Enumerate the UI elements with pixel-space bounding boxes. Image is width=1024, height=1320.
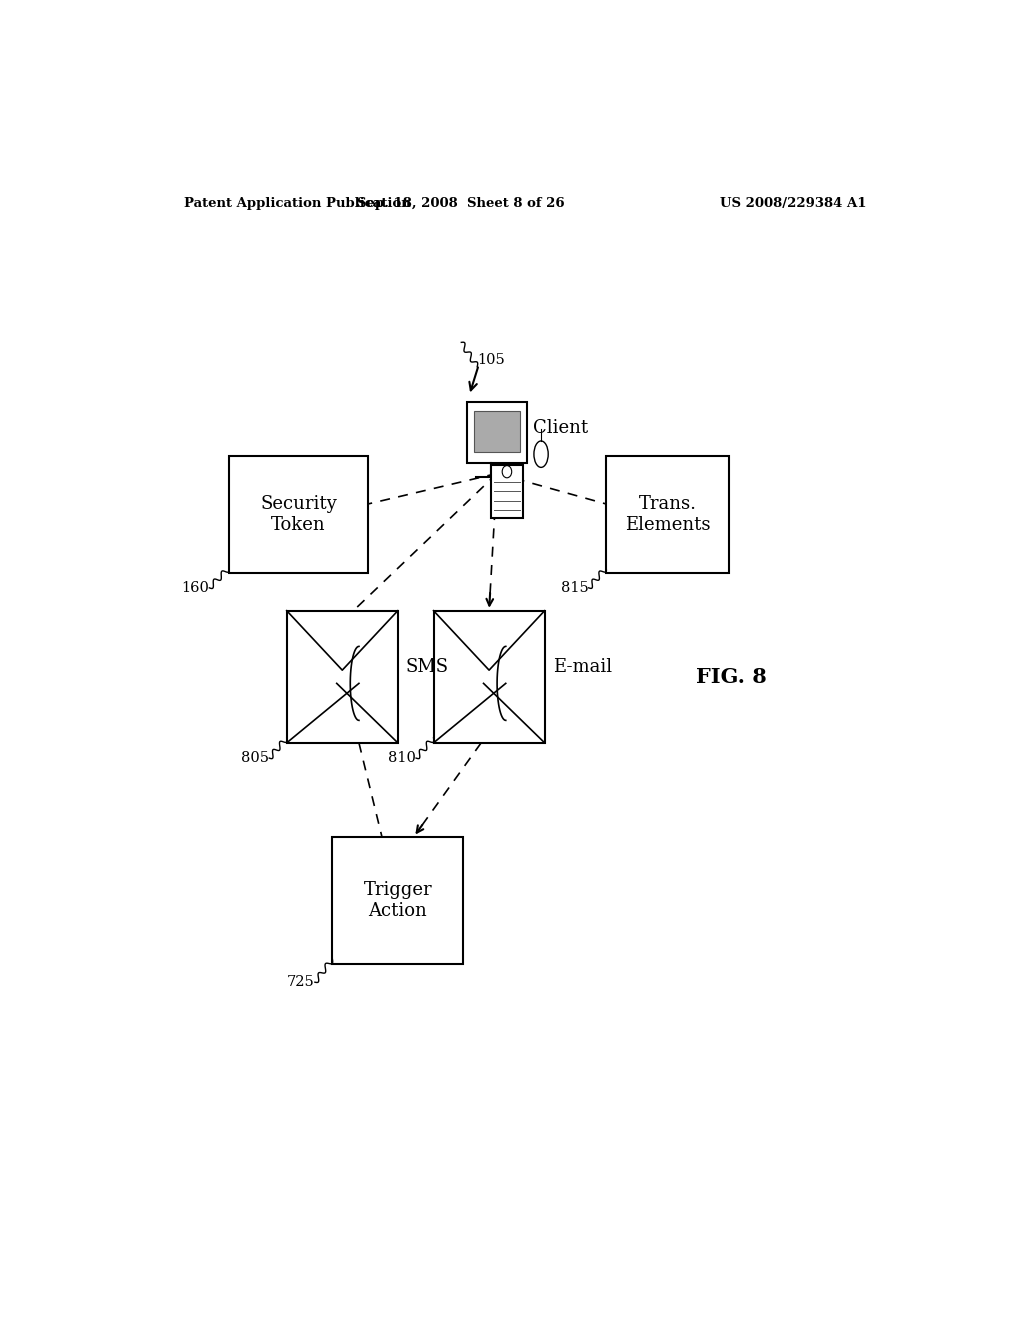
Ellipse shape bbox=[534, 441, 548, 467]
Bar bbox=[229, 455, 368, 573]
Text: SMS: SMS bbox=[406, 657, 449, 676]
Text: 160: 160 bbox=[181, 581, 209, 595]
Text: Patent Application Publication: Patent Application Publication bbox=[183, 197, 411, 210]
Text: Security
Token: Security Token bbox=[260, 495, 337, 533]
Bar bbox=[333, 837, 463, 964]
Bar bbox=[433, 611, 545, 743]
Text: E-mail: E-mail bbox=[553, 657, 611, 676]
Text: 805: 805 bbox=[242, 751, 269, 766]
Text: Sep. 18, 2008  Sheet 8 of 26: Sep. 18, 2008 Sheet 8 of 26 bbox=[357, 197, 565, 210]
Bar bbox=[474, 411, 520, 453]
Text: FIG. 8: FIG. 8 bbox=[695, 667, 767, 686]
Text: 725: 725 bbox=[287, 975, 315, 989]
Text: US 2008/229384 A1: US 2008/229384 A1 bbox=[720, 197, 866, 210]
Bar bbox=[287, 611, 398, 743]
Bar bbox=[606, 455, 729, 573]
Text: 815: 815 bbox=[561, 581, 589, 595]
Bar bbox=[467, 403, 526, 463]
Text: Client: Client bbox=[532, 418, 588, 437]
Text: 105: 105 bbox=[477, 352, 505, 367]
Text: Trans.
Elements: Trans. Elements bbox=[625, 495, 711, 533]
Text: Trigger
Action: Trigger Action bbox=[364, 880, 432, 920]
Text: 810: 810 bbox=[388, 751, 416, 766]
Bar bbox=[492, 466, 523, 519]
